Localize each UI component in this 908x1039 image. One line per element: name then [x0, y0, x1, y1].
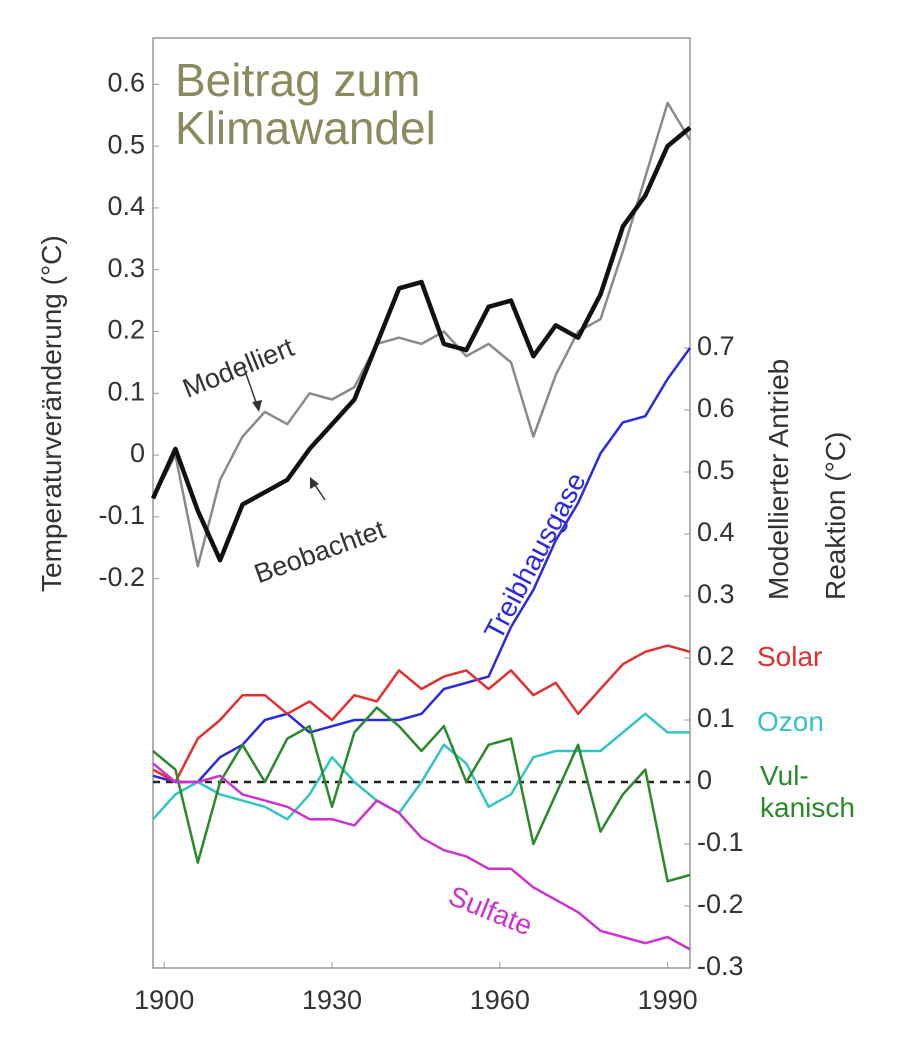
y-axis-label: Temperaturveränderung (°C): [36, 235, 67, 592]
y2-axis-label: Modellierter Antrieb: [763, 358, 794, 600]
arrow: [242, 364, 259, 409]
y2-tick-label: 0: [697, 765, 712, 795]
x-tick-label: 1960: [470, 985, 530, 1015]
series-line: [150, 125, 692, 563]
series-label: Ozon: [757, 706, 824, 737]
series-line: [152, 762, 691, 951]
x-tick-label: 1990: [638, 985, 698, 1015]
arrow-head: [252, 400, 262, 412]
y-tick-label: -0.1: [98, 500, 145, 530]
x-tick-label: 1930: [302, 985, 362, 1015]
y2-tick-label: 0.2: [697, 641, 735, 671]
y-tick-label: 0.1: [107, 376, 145, 406]
y2-axis-label: Reaktion (°C): [820, 431, 851, 600]
y-tick-label: 0.6: [107, 67, 145, 97]
y-tick-label: 0: [130, 438, 145, 468]
y-tick-label: 0.4: [107, 191, 145, 221]
x-tick-label: 1900: [134, 985, 194, 1015]
series-line: [151, 101, 692, 568]
y2-tick-label: 0.1: [697, 703, 735, 733]
y2-tick-label: -0.3: [697, 951, 744, 981]
y-tick-label: 0.3: [107, 253, 145, 283]
y2-tick-label: 0.3: [697, 579, 735, 609]
y-tick-label: 0.2: [107, 315, 145, 345]
series-label: Vul-kanisch: [760, 760, 855, 823]
series-line: [152, 347, 692, 784]
series-line: [152, 712, 690, 821]
series-line: [152, 706, 691, 883]
y2-tick-label: 0.5: [697, 455, 735, 485]
series-line: [152, 644, 691, 784]
y2-tick-label: 0.6: [697, 393, 735, 423]
y2-tick-label: -0.1: [697, 827, 744, 857]
arrow-head: [310, 477, 319, 489]
y2-tick-label: 0.4: [697, 517, 735, 547]
plot-frame: [152, 37, 691, 969]
chart-title: Beitrag zum Klimawandel: [175, 54, 436, 154]
y2-tick-label: 0.7: [697, 331, 735, 361]
y-tick-label: 0.5: [107, 129, 145, 159]
series-label: Solar: [757, 641, 823, 672]
y-tick-label: -0.2: [98, 562, 145, 592]
y2-tick-label: -0.2: [697, 889, 744, 919]
